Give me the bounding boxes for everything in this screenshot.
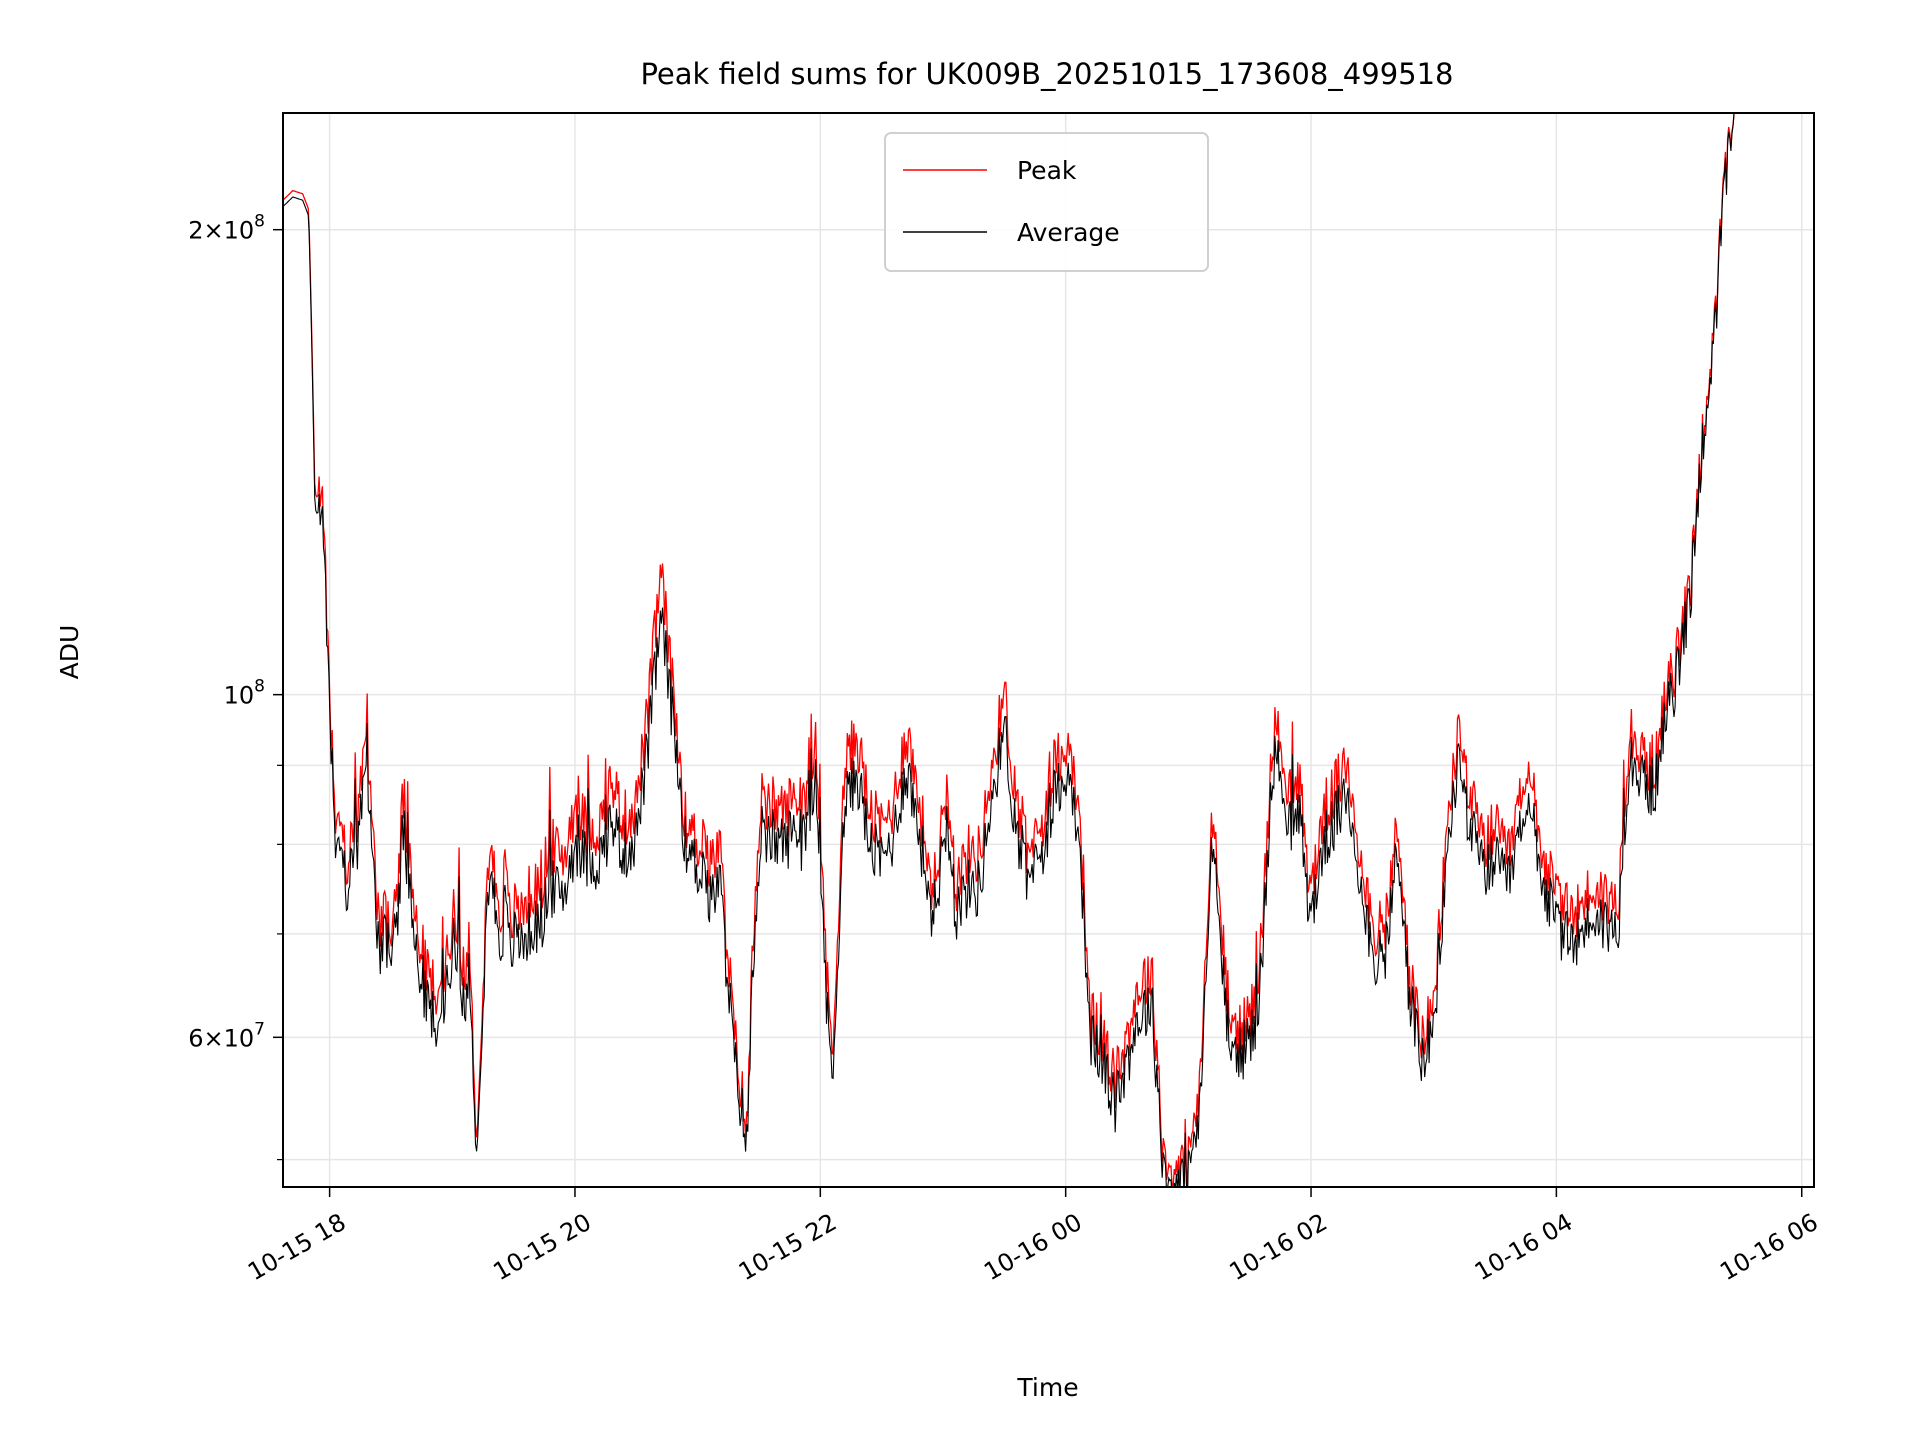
y-tick-label: 2×108 — [188, 212, 265, 245]
y-tick-label: 6×107 — [188, 1019, 265, 1052]
series-line-average — [283, 113, 1735, 1187]
legend-box — [884, 132, 1209, 272]
y-tick-label: 108 — [224, 677, 265, 710]
x-axis-label: Time — [1016, 1373, 1078, 1402]
legend: Peak Average — [884, 132, 1209, 272]
plot-frame — [282, 112, 1815, 1188]
series-line-peak — [283, 113, 1735, 1187]
y-axis: 6×107 108 2×108 — [188, 212, 283, 1161]
chart-title: Peak field sums for UK009B_20251015_1736… — [640, 57, 1453, 91]
series-layer — [283, 113, 1735, 1187]
y-axis-label: ADU — [55, 625, 84, 680]
legend-label-average: Average — [1017, 218, 1120, 247]
legend-label-peak: Peak — [1017, 156, 1077, 185]
